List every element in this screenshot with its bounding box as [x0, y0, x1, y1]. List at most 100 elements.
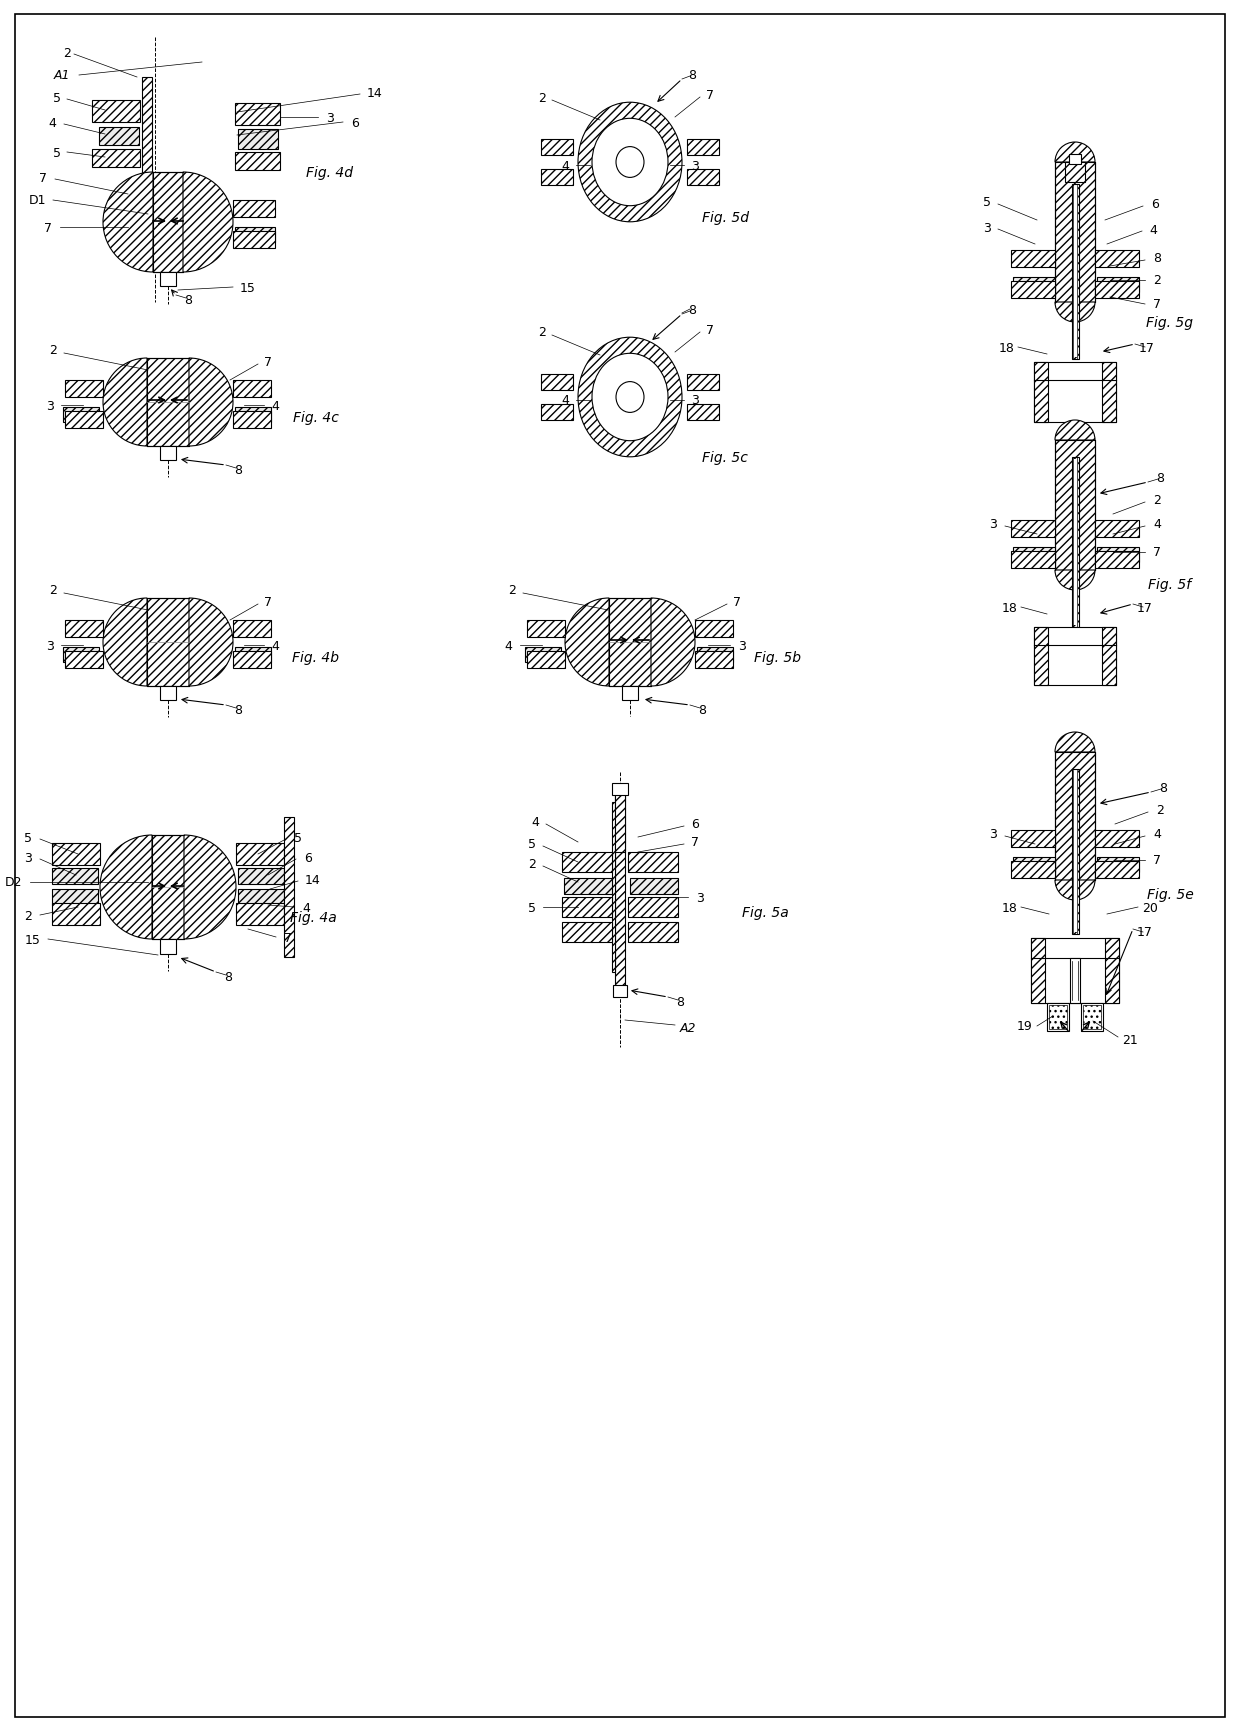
Bar [236, 904, 284, 925]
Text: 3: 3 [696, 890, 704, 904]
Ellipse shape [616, 383, 644, 414]
Bar [613, 986, 627, 998]
Wedge shape [1055, 880, 1095, 901]
Text: A2: A2 [680, 1020, 696, 1034]
Text: 2: 2 [1156, 804, 1164, 818]
Bar [52, 843, 100, 866]
Bar [1095, 521, 1140, 537]
Bar [630, 878, 678, 894]
Wedge shape [103, 599, 148, 686]
Bar [562, 897, 613, 918]
Bar [615, 793, 625, 992]
Text: 14: 14 [305, 873, 321, 887]
Bar [541, 405, 573, 421]
Bar [1095, 553, 1140, 568]
Bar [687, 140, 719, 156]
Text: 6: 6 [691, 818, 699, 831]
Text: 3: 3 [990, 518, 997, 532]
Text: 7: 7 [1153, 854, 1161, 868]
Bar [613, 802, 615, 972]
Text: Fig. 5g: Fig. 5g [1147, 315, 1193, 329]
Text: 8: 8 [698, 705, 706, 717]
Bar [64, 412, 103, 430]
Bar [233, 201, 275, 218]
Bar [64, 381, 103, 398]
Text: 2: 2 [1153, 494, 1161, 507]
Text: 7: 7 [38, 171, 47, 184]
Bar [238, 868, 284, 885]
Text: 2: 2 [50, 584, 57, 598]
Bar [148, 599, 188, 686]
Text: 4: 4 [48, 116, 56, 130]
Text: 3: 3 [691, 159, 699, 173]
Bar [627, 923, 678, 942]
Bar [92, 100, 140, 123]
Bar [1065, 163, 1085, 184]
Bar [233, 381, 272, 398]
Text: 2: 2 [24, 909, 32, 921]
Bar [1034, 627, 1116, 686]
Ellipse shape [591, 353, 668, 442]
Text: 17: 17 [1137, 601, 1153, 615]
Bar [1073, 457, 1079, 627]
Bar [236, 843, 284, 866]
Wedge shape [188, 359, 233, 447]
Bar [236, 407, 272, 423]
Bar [541, 374, 573, 391]
Text: 2: 2 [508, 584, 516, 598]
Text: 8: 8 [234, 705, 242, 717]
Bar [1095, 251, 1140, 268]
Bar [284, 818, 294, 958]
Wedge shape [1055, 303, 1095, 322]
Ellipse shape [591, 120, 668, 206]
Bar [1069, 154, 1081, 165]
Bar [1013, 277, 1055, 293]
Bar [1097, 857, 1140, 873]
Text: 8: 8 [688, 69, 696, 81]
Bar [1102, 627, 1116, 686]
Bar [525, 648, 560, 663]
Bar [527, 651, 565, 669]
Bar [160, 274, 176, 288]
Bar [99, 128, 139, 145]
Text: 7: 7 [733, 596, 742, 610]
Ellipse shape [616, 147, 644, 178]
Wedge shape [100, 835, 153, 939]
Bar [562, 923, 613, 942]
Bar [153, 173, 184, 274]
Text: 3: 3 [983, 222, 991, 234]
Bar [238, 130, 278, 151]
Text: 7: 7 [706, 324, 714, 336]
Text: 6: 6 [304, 850, 312, 864]
Text: 8: 8 [688, 303, 696, 317]
Bar [1013, 547, 1055, 563]
Bar [1047, 1003, 1069, 1031]
Bar [1095, 861, 1140, 878]
Bar [64, 620, 103, 637]
Bar [1011, 521, 1055, 537]
Wedge shape [1055, 733, 1095, 753]
Text: 8: 8 [184, 294, 192, 307]
Text: 5: 5 [24, 831, 32, 843]
Text: 3: 3 [990, 828, 997, 842]
Bar [1073, 769, 1079, 935]
Bar [52, 904, 100, 925]
Bar [1011, 831, 1055, 847]
Bar [1034, 627, 1048, 686]
Text: Fig. 5f: Fig. 5f [1148, 578, 1192, 592]
Text: 7: 7 [1153, 546, 1161, 559]
Bar [1055, 440, 1095, 570]
Text: 6: 6 [1151, 199, 1159, 211]
Text: 19: 19 [1017, 1020, 1033, 1032]
Bar [236, 648, 272, 663]
Text: Fig. 4a: Fig. 4a [290, 911, 336, 925]
Text: 17: 17 [1140, 341, 1154, 355]
Bar [694, 651, 733, 669]
Bar [148, 359, 188, 447]
Bar [687, 170, 719, 185]
Bar [236, 104, 280, 126]
Wedge shape [184, 173, 233, 274]
Bar [63, 407, 99, 423]
Ellipse shape [578, 338, 682, 457]
Bar [64, 651, 103, 669]
